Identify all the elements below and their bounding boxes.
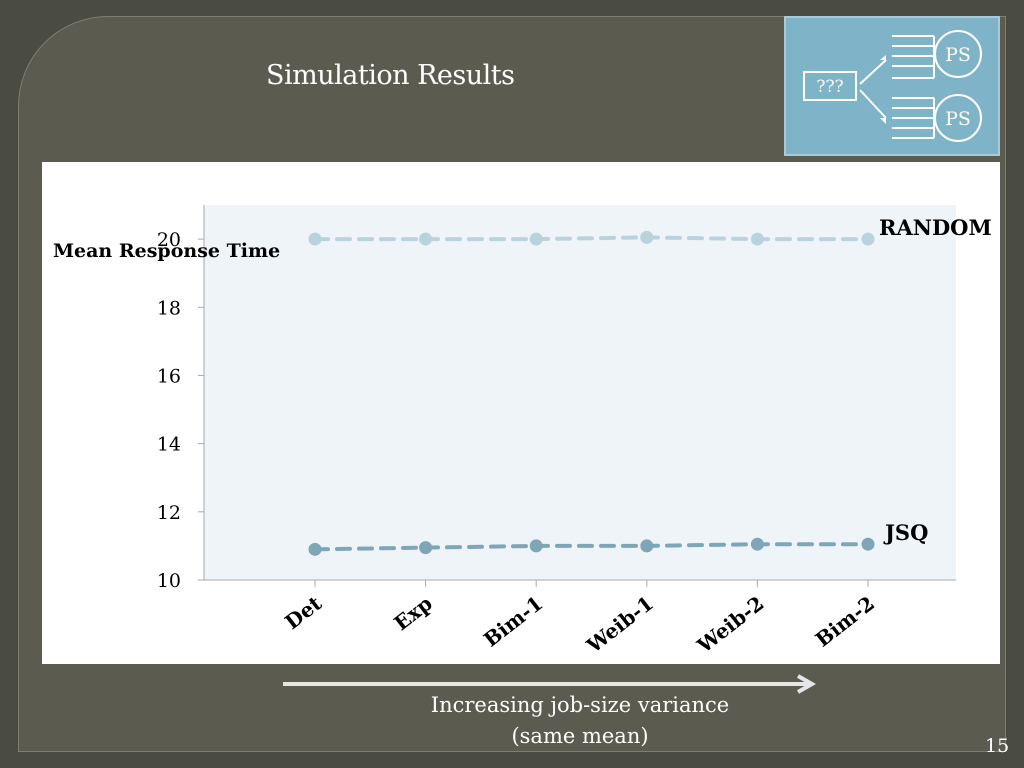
slide-title: Simulation Results (266, 60, 515, 91)
x-axis-caption: Increasing job-size variance (same mean) (400, 690, 760, 752)
y-tick-label: 20 (157, 229, 181, 251)
arrow-lower (859, 89, 887, 119)
data-point-random (750, 232, 764, 246)
data-point-random (308, 232, 322, 246)
dispatcher-box (803, 71, 857, 101)
data-point-jsq (419, 541, 433, 555)
series-label-random: RANDOM (879, 215, 992, 240)
y-axis-label: Mean Response Time (53, 238, 280, 265)
y-axis-label-text: Mean Response Time (53, 240, 281, 262)
data-point-random (419, 232, 433, 246)
arrow-upper (859, 59, 887, 85)
y-tick-label: 18 (157, 297, 181, 319)
data-point-jsq (750, 537, 764, 551)
dispatcher-label: ??? (816, 77, 843, 97)
queue-upper (892, 35, 935, 79)
data-point-jsq (861, 537, 875, 551)
y-tick-label: 10 (157, 570, 181, 592)
y-tick-label: 14 (157, 434, 181, 456)
server-upper (934, 30, 982, 78)
data-point-random (529, 232, 543, 246)
data-point-jsq (308, 542, 322, 556)
x-tick-label: Bim-1 (479, 591, 547, 652)
x-tick-label: Weib-1 (581, 591, 658, 658)
data-point-jsq (529, 539, 543, 553)
axes (198, 205, 956, 587)
series-line-random (313, 235, 870, 242)
caption-line-1: Increasing job-size variance (430, 693, 730, 717)
server-label-upper: PS (945, 44, 971, 66)
data-point-jsq (640, 539, 654, 553)
dispatch-diagram: ??? PS PS (784, 16, 1000, 156)
server-lower (934, 94, 982, 142)
series-line-jsq (313, 542, 870, 552)
server-label-lower: PS (945, 108, 971, 130)
series-label-jsq: JSQ (885, 520, 929, 545)
variance-arrow (283, 674, 817, 694)
page-number: 15 (985, 735, 1010, 757)
y-tick-label: 16 (157, 365, 181, 387)
caption-line-2: (same mean) (511, 724, 649, 748)
x-tick-label: Weib-2 (692, 591, 769, 658)
queue-lower (892, 97, 935, 139)
x-tick-label: Det (280, 591, 326, 635)
y-tick-label: 12 (157, 502, 181, 524)
data-point-random (640, 230, 654, 244)
data-point-random (861, 232, 875, 246)
series-lines (308, 230, 875, 556)
x-tick-label: Exp (389, 591, 436, 635)
plot-area (204, 205, 956, 580)
x-tick-label: Bim-2 (811, 591, 879, 652)
